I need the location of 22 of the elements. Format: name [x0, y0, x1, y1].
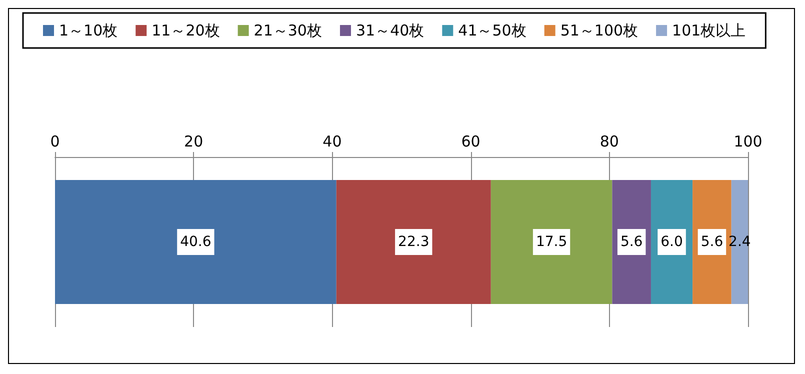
- x-tick-label: 0: [50, 132, 60, 150]
- data-label: 5.6: [620, 234, 643, 250]
- legend-label: 1～10枚: [59, 22, 118, 40]
- bar: [336, 180, 491, 304]
- legend-label: 41～50枚: [458, 22, 526, 40]
- bar: [55, 180, 336, 304]
- data-label: 5.6: [700, 234, 724, 250]
- legend-label: 21～30枚: [254, 22, 322, 40]
- data-label: 17.5: [536, 234, 568, 250]
- x-tick-label: 80: [600, 132, 619, 150]
- legend-label: 11～20枚: [152, 22, 220, 40]
- x-tick-label: 20: [184, 132, 204, 150]
- legend-label: 31～40枚: [356, 22, 424, 40]
- x-tick-label: 100: [734, 132, 762, 150]
- x-tick-label: 40: [322, 132, 342, 150]
- data-label: 22.3: [398, 234, 430, 250]
- data-label: 40.6: [180, 234, 212, 250]
- data-label: 6.0: [660, 234, 683, 250]
- legend-label: 51～100枚: [560, 22, 638, 40]
- x-tick-label: 60: [461, 132, 480, 150]
- bar: [490, 180, 612, 304]
- legend-label: 101枚以上: [672, 22, 746, 40]
